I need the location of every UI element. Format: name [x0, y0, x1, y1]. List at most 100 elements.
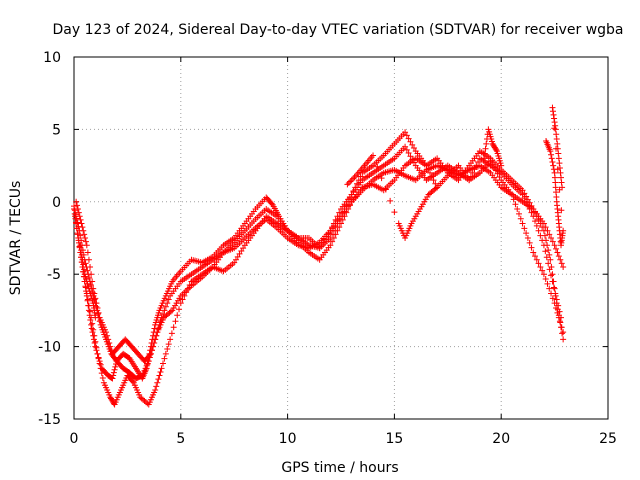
data-point	[157, 318, 164, 325]
data-point	[544, 227, 551, 234]
data-point	[548, 155, 555, 162]
y-tick-label: -15	[38, 412, 61, 428]
data-point	[152, 336, 159, 343]
data-point	[542, 276, 549, 283]
data-point	[96, 318, 103, 325]
data-point	[350, 187, 357, 194]
data-point	[73, 198, 80, 205]
data-point	[161, 307, 168, 314]
data-point	[153, 332, 160, 339]
data-point	[546, 285, 553, 292]
data-point	[160, 311, 166, 318]
data-point	[530, 249, 537, 256]
data-point	[86, 274, 93, 281]
data-point	[155, 376, 162, 383]
data-point	[482, 145, 489, 152]
data-point	[512, 201, 519, 208]
data-point	[71, 207, 78, 214]
data-point	[550, 284, 557, 291]
data-point	[547, 256, 554, 263]
data-point	[432, 185, 439, 192]
series-track-5	[77, 104, 567, 321]
data-point	[150, 343, 157, 350]
data-point	[165, 296, 172, 303]
data-point	[542, 248, 549, 255]
data-point	[549, 278, 556, 285]
data-point	[174, 312, 181, 319]
data-point	[526, 239, 533, 246]
data-point	[95, 355, 102, 362]
plot-frame	[73, 56, 609, 420]
data-point	[549, 238, 556, 245]
data-point	[164, 346, 171, 353]
data-point	[559, 330, 566, 337]
data-point	[374, 163, 381, 170]
y-tick-label: -5	[47, 267, 61, 283]
data-point	[391, 209, 398, 216]
data-point	[553, 131, 560, 138]
data-point	[545, 260, 552, 267]
data-point	[524, 196, 531, 203]
data-point	[519, 187, 526, 194]
data-point	[92, 314, 99, 321]
data-point	[151, 339, 158, 346]
data-point	[519, 220, 526, 227]
data-point	[378, 175, 385, 182]
data-point	[535, 260, 542, 267]
data-point	[508, 191, 515, 198]
data-point	[109, 375, 116, 382]
data-point	[548, 235, 555, 241]
data-point	[145, 358, 152, 365]
data-point	[110, 372, 117, 379]
data-point	[558, 174, 565, 181]
series-track-1	[71, 143, 567, 382]
data-point	[540, 271, 547, 278]
data-point	[551, 285, 558, 292]
data-point	[542, 224, 549, 231]
data-point	[558, 260, 565, 267]
data-point	[84, 296, 91, 303]
data-point	[546, 231, 553, 238]
data-point	[553, 296, 560, 303]
data-point	[481, 155, 488, 162]
data-point	[80, 266, 87, 273]
data-point	[524, 235, 531, 241]
data-point	[79, 256, 86, 263]
data-point	[327, 242, 334, 249]
y-tick-label: 10	[43, 50, 61, 66]
data-point	[532, 218, 539, 225]
data-point	[550, 162, 557, 169]
data-point	[554, 145, 561, 152]
x-axis-label: GPS time / hours	[281, 460, 398, 476]
data-point	[483, 140, 490, 147]
data-point	[94, 350, 101, 357]
data-point	[352, 184, 359, 191]
data-point	[346, 195, 353, 202]
data-point	[129, 378, 136, 385]
data-point	[162, 303, 169, 310]
data-point	[549, 158, 556, 165]
data-point	[158, 365, 165, 372]
data-point	[405, 135, 412, 142]
data-point	[533, 256, 540, 263]
data-point	[111, 366, 118, 373]
data-point	[510, 196, 517, 203]
data-point	[84, 249, 91, 256]
data-point	[148, 347, 155, 354]
data-point	[466, 177, 473, 184]
data-point	[549, 295, 556, 302]
x-tick-label: 25	[599, 431, 617, 447]
data-point	[410, 144, 417, 151]
data-point	[545, 247, 552, 254]
data-point	[533, 222, 540, 229]
data-point	[110, 369, 117, 376]
series-track-4	[71, 162, 567, 382]
data-point	[84, 267, 91, 274]
data-points	[71, 104, 567, 408]
data-point	[348, 177, 355, 184]
data-point	[327, 235, 334, 241]
data-point	[539, 267, 546, 274]
data-point	[550, 111, 557, 118]
data-point	[160, 360, 166, 367]
data-point	[528, 209, 535, 216]
